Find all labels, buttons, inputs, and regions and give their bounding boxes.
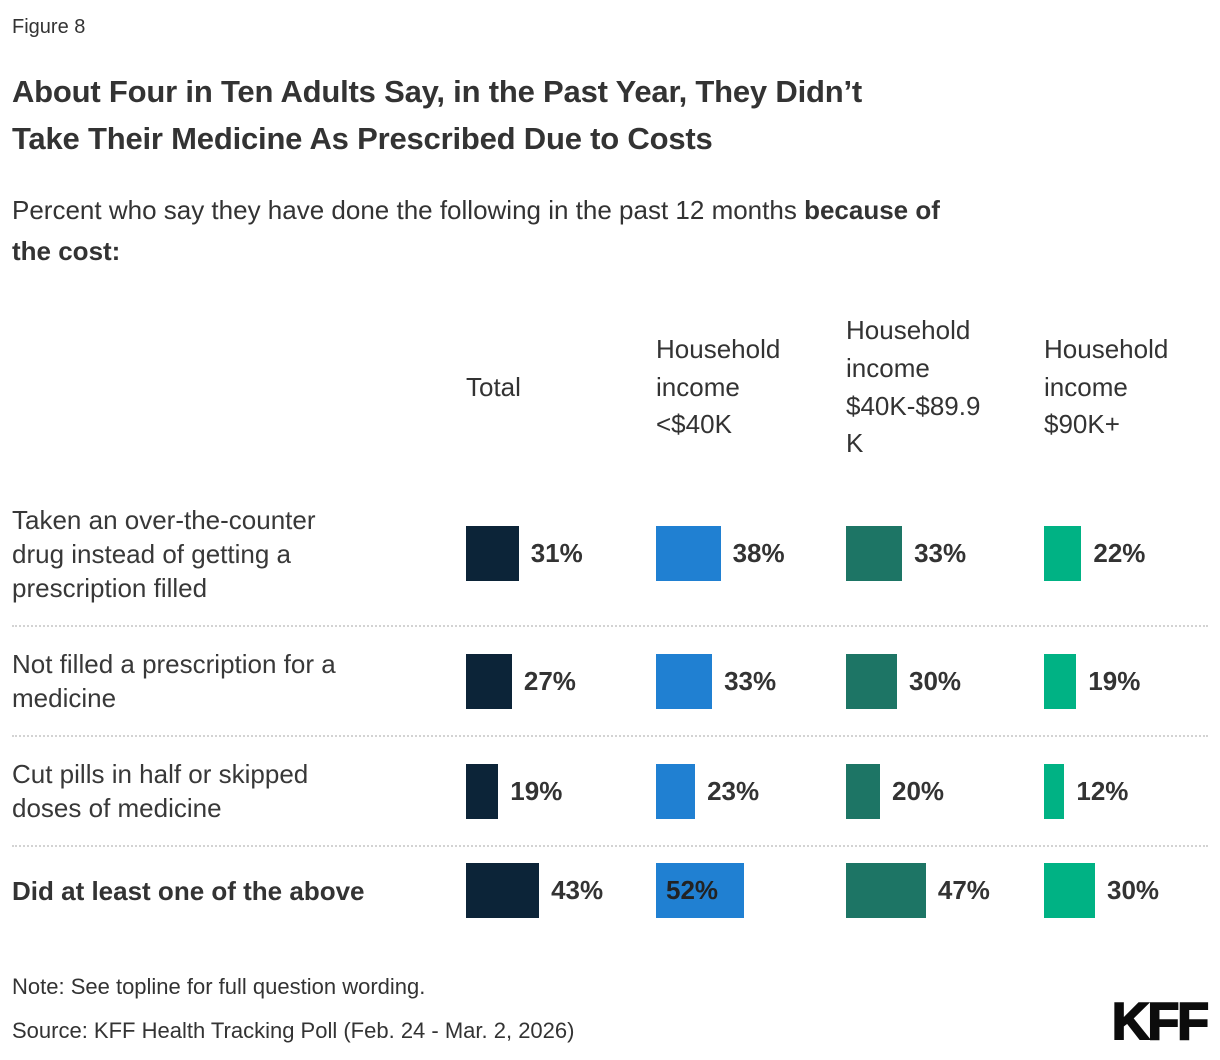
bar-value-label: 47% <box>937 875 990 906</box>
bar <box>846 763 880 819</box>
bar-cell: 22% <box>1044 526 1208 582</box>
bar-value-label: 33% <box>724 665 777 696</box>
bar-value-label: 27% <box>523 665 576 696</box>
bar-cell: 43% <box>466 863 656 919</box>
figure-label: Figure 8 <box>12 16 86 38</box>
bar-cell: 30% <box>846 653 1044 709</box>
row-label: Did at least one of the above <box>12 875 365 906</box>
bar <box>656 526 721 582</box>
row-label: Cut pills in half or skipped doses of me… <box>12 759 309 824</box>
bar <box>466 526 519 582</box>
bar-value-label: 22% <box>1093 538 1146 569</box>
bar <box>656 653 713 709</box>
bar <box>466 763 499 819</box>
table-row: Not filled a prescription for a medicine… <box>12 625 1208 735</box>
bar <box>1044 526 1082 582</box>
kff-logo: KFF <box>1111 992 1210 1052</box>
subtitle-regular-text: Percent who say they have done the follo… <box>12 195 805 225</box>
chart-table: Total Household income <$40K Household inc… <box>12 292 1208 934</box>
bar-value-label: 12% <box>1076 775 1129 806</box>
bar-value-label: 43% <box>551 875 604 906</box>
subtitle: Percent who say they have done the follo… <box>12 190 957 272</box>
bar-value-label: 23% <box>707 775 760 806</box>
bar <box>1044 653 1077 709</box>
title-line-1: About Four in Ten Adults Say, in the Pas… <box>12 74 862 109</box>
bar <box>846 526 903 582</box>
column-header: Total <box>466 371 521 402</box>
table-row: Taken an over-the-counter drug instead o… <box>12 483 1208 625</box>
note-text: Note: See topline for full question word… <box>12 974 426 1000</box>
bar-value-label: 31% <box>530 538 583 569</box>
bar-cell: 23% <box>656 763 846 819</box>
table-row: Cut pills in half or skipped doses of me… <box>12 735 1208 845</box>
title-line-2: Take Their Medicine As Prescribed Due to… <box>12 120 713 156</box>
bar-cell: 33% <box>656 653 846 709</box>
bar-cell: 12% <box>1044 763 1208 819</box>
bar-value-label: 30% <box>909 665 962 696</box>
bar-cell: 19% <box>1044 653 1208 709</box>
column-header: Household income <$40K <box>656 334 781 440</box>
page-title: About Four in Ten Adults Say, in the Pas… <box>12 69 1162 162</box>
bar <box>466 653 512 709</box>
bar-cell: 47% <box>846 863 1044 919</box>
bar-value-label: 52% <box>666 875 719 906</box>
bar-value-label: 38% <box>732 538 785 569</box>
column-header: Household income $40K-$89.9K <box>846 315 981 459</box>
bar-value-label: 19% <box>1088 665 1141 696</box>
subtitle-bold-text: because of the cost: <box>12 195 940 267</box>
bar <box>846 653 897 709</box>
footer: Note: See topline for full question word… <box>12 976 1208 1042</box>
bar-cell: 27% <box>466 653 656 709</box>
bar <box>846 863 926 919</box>
bar-value-label: 19% <box>510 775 563 806</box>
column-header: Household income $90K+ <box>1044 334 1169 440</box>
row-label: Taken an over-the-counter drug instead o… <box>12 504 316 603</box>
bar <box>1044 863 1095 919</box>
table-row: Did at least one of the above 43% 52% 47% 30… <box>12 845 1208 934</box>
bar <box>1044 763 1065 819</box>
bar-cell: 31% <box>466 526 656 582</box>
bar <box>466 863 540 919</box>
bar-value-label: 20% <box>892 775 945 806</box>
row-label: Not filled a prescription for a medicine <box>12 649 336 714</box>
bar-cell: 38% <box>656 526 846 582</box>
source-text: Source: KFF Health Tracking Poll (Feb. 2… <box>12 1018 575 1044</box>
bar <box>656 763 696 819</box>
bar-cell: 30% <box>1044 863 1208 919</box>
bar-cell: 19% <box>466 763 656 819</box>
bar-value-label: 33% <box>914 538 967 569</box>
bar-cell: 33% <box>846 526 1044 582</box>
bar: 52% <box>656 863 745 919</box>
bar-cell: 20% <box>846 763 1044 819</box>
bar-value-label: 30% <box>1107 875 1160 906</box>
chart-header-row: Total Household income <$40K Household inc… <box>12 292 1208 483</box>
bar-cell: 52% <box>656 863 846 919</box>
